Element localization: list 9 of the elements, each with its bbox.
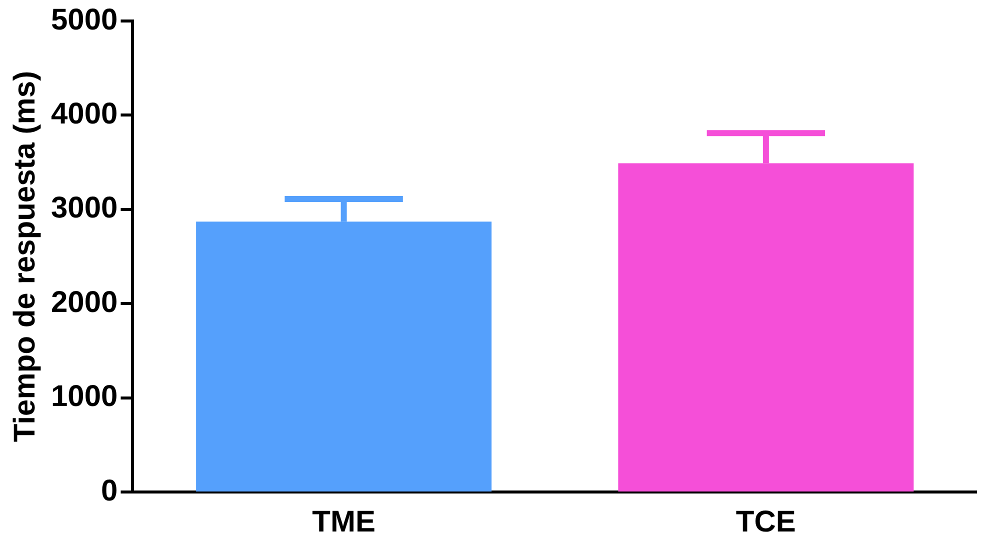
y-tick-label: 2000 (50, 286, 118, 319)
y-tick-label: 3000 (50, 192, 118, 225)
y-tick-label: 1000 (50, 380, 118, 414)
x-tick-label: TCE (736, 505, 796, 538)
y-axis-title: Tiempo de respuesta (ms) (8, 70, 42, 442)
y-tick-label: 4000 (50, 97, 118, 130)
x-tick-label: TME (312, 505, 376, 538)
y-tick-label: 0 (101, 474, 118, 508)
y-tick-label: 5000 (50, 3, 118, 36)
